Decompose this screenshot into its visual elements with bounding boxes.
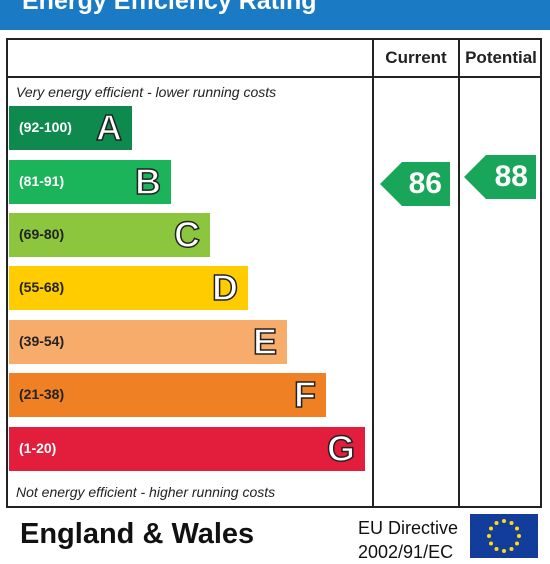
column-header-potential: Potential bbox=[465, 48, 537, 67]
bottom-note: Not energy efficient - higher running co… bbox=[16, 484, 276, 500]
band-letter: D bbox=[211, 267, 239, 309]
band-range-label: (69-80) bbox=[19, 226, 65, 242]
eu-star bbox=[489, 526, 493, 531]
footer-directive: EU Directive 2002/91/EC bbox=[358, 516, 458, 564]
footer-divider bbox=[6, 506, 542, 508]
eu-star bbox=[494, 521, 499, 525]
potential-rating-value: 88 bbox=[494, 160, 528, 193]
footer-country: England & Wales bbox=[20, 518, 255, 550]
divider-potential bbox=[458, 38, 460, 508]
band-b: (81-91) B bbox=[9, 160, 171, 204]
eu-star bbox=[509, 547, 514, 551]
band-f: (21-38) F bbox=[9, 373, 326, 417]
band-range-label: (92-100) bbox=[19, 119, 72, 135]
band-a: (92-100) A bbox=[9, 106, 132, 150]
current-rating-value: 86 bbox=[408, 167, 442, 200]
title-bar: Energy Efficiency Rating bbox=[0, 0, 550, 30]
eu-star bbox=[517, 534, 521, 538]
band-range-label: (1-20) bbox=[19, 440, 57, 456]
band-range-label: (39-54) bbox=[19, 333, 65, 349]
eu-star bbox=[487, 534, 491, 538]
eu-flag-icon bbox=[470, 514, 538, 558]
header-divider bbox=[6, 76, 542, 78]
band-e: (39-54) E bbox=[9, 320, 287, 364]
eu-star bbox=[494, 547, 499, 551]
band-range-label: (55-68) bbox=[19, 279, 65, 295]
divider-current bbox=[372, 38, 374, 508]
band-c: (69-80) C bbox=[9, 213, 210, 257]
band-range-label: (81-91) bbox=[19, 173, 65, 189]
top-note: Very energy efficient - lower running co… bbox=[16, 84, 277, 100]
band-range-label: (21-38) bbox=[19, 386, 65, 402]
directive-line-2: 2002/91/EC bbox=[358, 542, 454, 562]
band-d: (55-68) D bbox=[9, 266, 248, 310]
band-letter: E bbox=[252, 321, 278, 363]
band-letter: C bbox=[173, 214, 201, 256]
band-letter: A bbox=[95, 107, 123, 149]
chart-title: Energy Efficiency Rating bbox=[22, 0, 317, 15]
eu-star bbox=[502, 519, 506, 523]
band-g: (1-20) G bbox=[9, 427, 365, 471]
band-letter: G bbox=[326, 428, 356, 470]
band-letter: B bbox=[134, 161, 162, 203]
eu-star bbox=[509, 521, 514, 525]
eu-star bbox=[489, 541, 493, 546]
column-header-current: Current bbox=[385, 48, 447, 67]
eu-star bbox=[515, 526, 519, 531]
band-letter: F bbox=[293, 374, 317, 416]
directive-line-1: EU Directive bbox=[358, 518, 459, 538]
eu-star bbox=[515, 541, 519, 546]
